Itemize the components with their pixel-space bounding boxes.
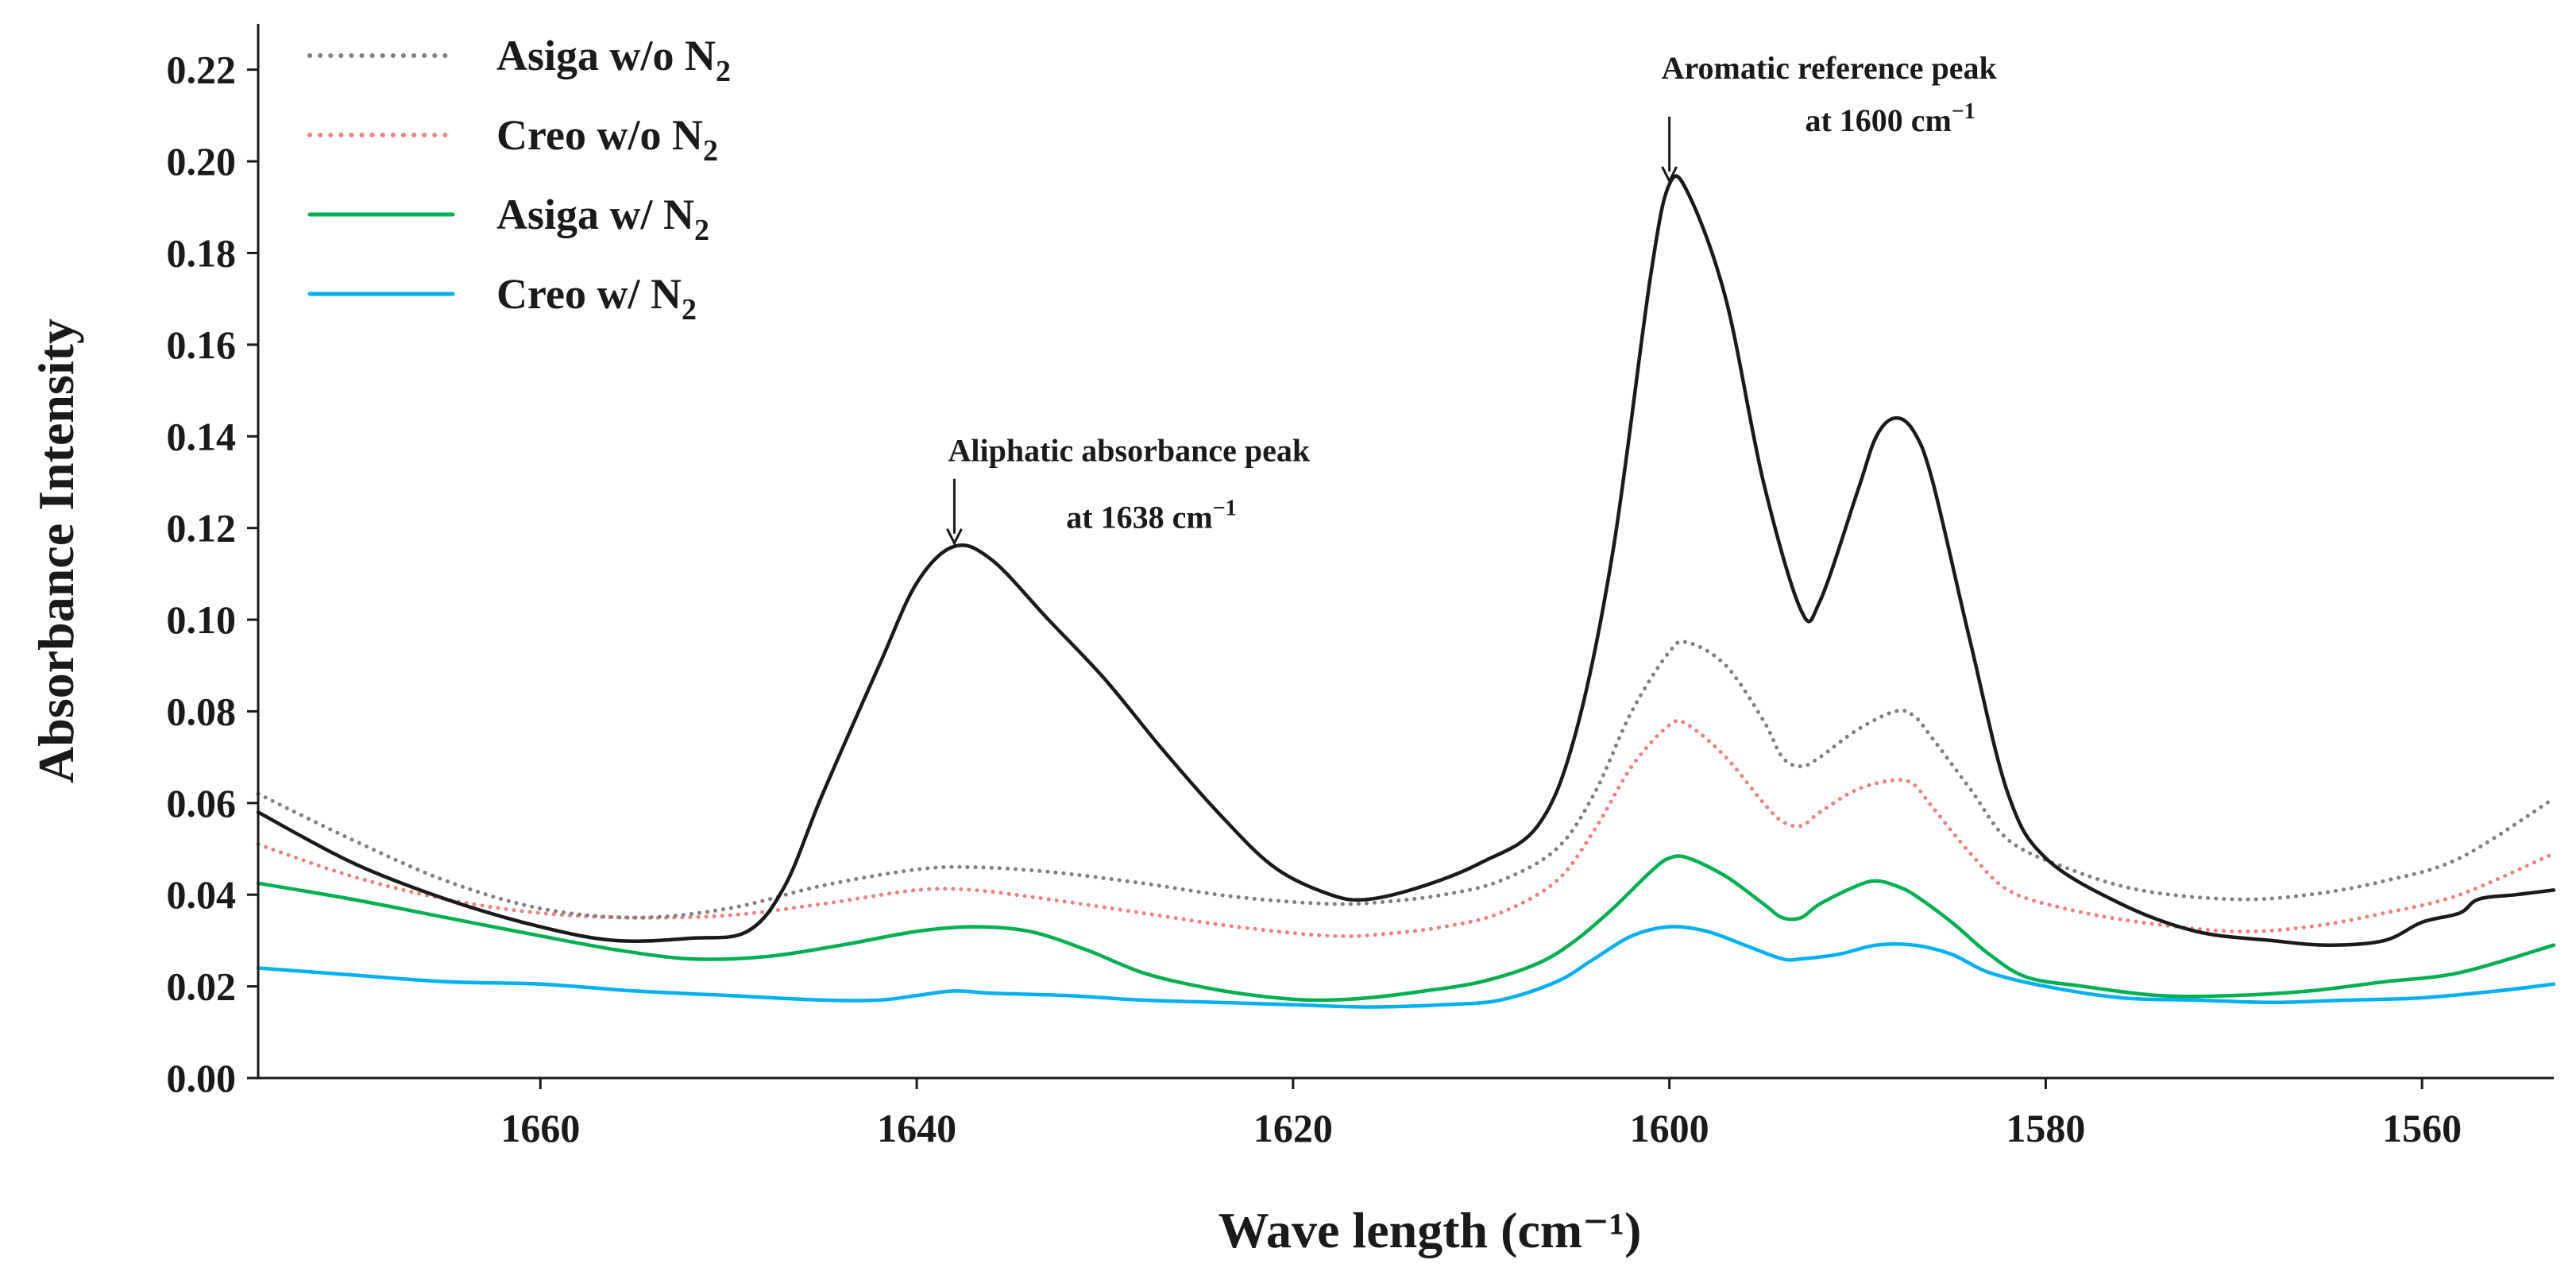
axes bbox=[257, 24, 2554, 1080]
y-tick-label: 0.22 bbox=[167, 48, 237, 92]
x-ticks: 1660 1640 1620 1600 1580 1560 bbox=[500, 1078, 2462, 1150]
annotation-title: Aliphatic absorbance peak bbox=[948, 433, 1310, 469]
y-tick-label: 0.16 bbox=[167, 323, 237, 367]
y-tick-label: 0.12 bbox=[167, 506, 237, 551]
annotation-aromatic: Aromatic reference peak at 1600 cm−1 bbox=[1661, 50, 1998, 184]
annotation-arrowhead bbox=[1661, 166, 1678, 184]
y-tick-label: 0.04 bbox=[167, 872, 237, 917]
x-tick-label: 1620 bbox=[1253, 1106, 1333, 1150]
y-tick-label: 0.08 bbox=[167, 689, 237, 733]
x-tick-label: 1600 bbox=[1630, 1106, 1709, 1150]
y-tick-label: 0.06 bbox=[167, 781, 237, 825]
x-tick-label: 1580 bbox=[2006, 1106, 2085, 1150]
y-axis-title: Absorbance Intensity bbox=[28, 319, 84, 783]
legend-item-asiga-w-n2: Asiga w/ N2 bbox=[307, 191, 709, 247]
series-line-creo-w-n2 bbox=[256, 925, 2556, 1009]
x-axis-title: Wave length (cm⁻¹) bbox=[1218, 1202, 1642, 1258]
y-tick-label: 0.02 bbox=[167, 964, 237, 1009]
legend: Asiga w/o N2 Creo w/o N2 Asiga w/ N2 Creo w… bbox=[307, 32, 731, 327]
legend-label: Creo w/o N2 bbox=[496, 111, 718, 168]
y-ticks: 0.00 0.02 0.04 0.06 0.08 0.10 0.12 0.14 0.16 0.18… bbox=[167, 48, 258, 1100]
legend-item-asiga-wo-n2: Asiga w/o N2 bbox=[307, 32, 731, 88]
series-layer bbox=[256, 174, 2556, 1009]
annotation-aliphatic: Aliphatic absorbance peak at 1638 cm−1 bbox=[946, 433, 1311, 547]
y-tick-label: 0.00 bbox=[167, 1056, 237, 1100]
y-tick-label: 0.18 bbox=[167, 230, 237, 275]
series-line-uncured bbox=[256, 174, 2556, 947]
series-line-asiga-w-n2 bbox=[256, 854, 2556, 1003]
y-tick-label: 0.10 bbox=[167, 597, 237, 642]
series-line-asiga-wo-n2 bbox=[256, 639, 2556, 920]
legend-label: Creo w/ N2 bbox=[496, 270, 697, 327]
x-tick-label: 1640 bbox=[877, 1106, 956, 1150]
x-tick-label: 1660 bbox=[500, 1106, 580, 1150]
annotation-arrowhead bbox=[946, 528, 963, 547]
y-tick-label: 0.14 bbox=[167, 414, 237, 458]
x-tick-label: 1560 bbox=[2382, 1106, 2462, 1150]
y-tick-label: 0.20 bbox=[167, 139, 237, 184]
legend-item-creo-wo-n2: Creo w/o N2 bbox=[307, 111, 718, 168]
annotation-subtitle: at 1600 cm−1 bbox=[1805, 99, 1975, 138]
annotation-subtitle: at 1638 cm−1 bbox=[1066, 497, 1236, 535]
annotation-title: Aromatic reference peak bbox=[1662, 50, 1998, 86]
series-line-creo-wo-n2 bbox=[256, 718, 2556, 939]
legend-item-creo-w-n2: Creo w/ N2 bbox=[307, 270, 697, 327]
legend-label: Asiga w/ N2 bbox=[496, 191, 709, 247]
annotations: Aliphatic absorbance peak at 1638 cm−1 Aro… bbox=[946, 50, 1998, 547]
legend-label: Asiga w/o N2 bbox=[496, 32, 731, 88]
